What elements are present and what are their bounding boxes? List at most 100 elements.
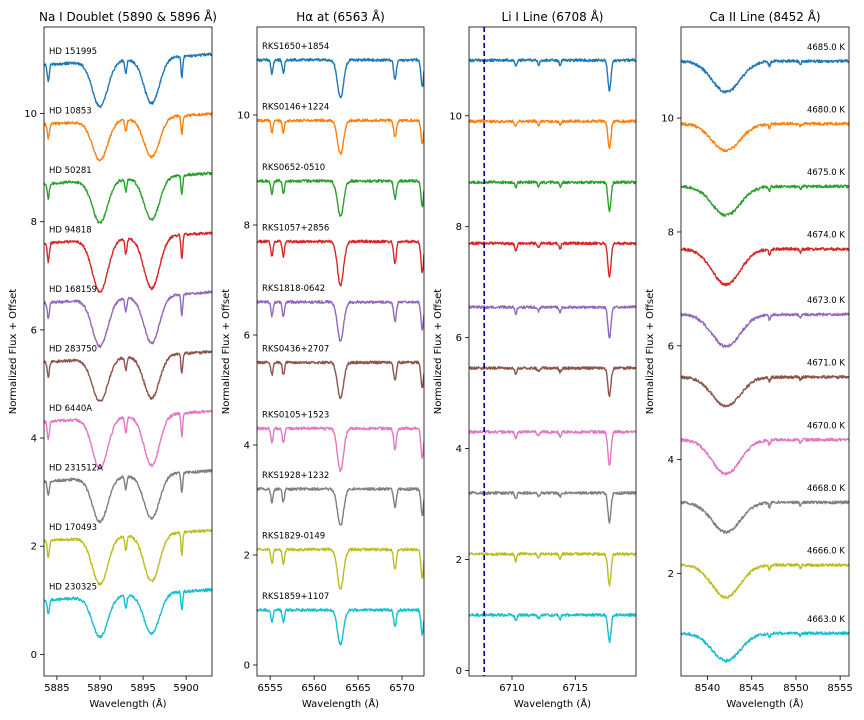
spectrum-line (44, 290, 212, 348)
y-axis-label: Normalized Flux + Offset (433, 289, 444, 415)
spectrum-line (257, 360, 424, 400)
spectrum-line (44, 528, 212, 586)
y-tick-label: 2 (31, 542, 37, 553)
spectrum-line (681, 437, 849, 476)
spectrum-line (257, 299, 424, 342)
y-axis-label: Normalized Flux + Offset (221, 289, 232, 415)
panel-h-alpha: Hα at (6563 Å) RKS1650+1854 RKS0146+1224 R… (221, 9, 425, 710)
series-label: 4671.0 K (807, 359, 845, 369)
y-tick-label: 8 (31, 217, 37, 228)
spectrum-line (469, 490, 636, 524)
series-label: RKS1057+2856 (262, 224, 329, 234)
spectrum-line (469, 119, 636, 150)
series-label: 4685.0 K (807, 43, 845, 53)
y-tick-label: 4 (31, 434, 37, 445)
x-tick-label: 5890 (87, 683, 112, 694)
spectrum-line (681, 184, 849, 217)
y-tick-label: 8 (668, 227, 674, 238)
series-label: HD 170493 (49, 523, 97, 533)
panel-li-line: Li I Line (6708 Å) 6710 6715 0 2 4 6 8 10 Wavele… (433, 9, 637, 710)
series-label: RKS1650+1854 (262, 42, 329, 52)
y-axis-label: Normalized Flux + Offset (8, 289, 19, 415)
spectrum-line (469, 551, 636, 587)
spectrum-line (44, 111, 212, 162)
spectrum-line (469, 612, 636, 644)
y-tick-label: 10 (661, 114, 674, 125)
plot-frame (468, 26, 637, 677)
x-tick-label: 6710 (499, 683, 524, 694)
series-label: 4670.0 K (807, 421, 845, 431)
spectrum-line (681, 500, 849, 534)
panel-na-doublet: Na I Doublet (5890 & 5896 Å) HD 151995 HD… (8, 9, 217, 710)
spectrum-line (257, 547, 424, 590)
spectrum-line (44, 171, 212, 224)
spectrum-line (44, 468, 212, 524)
spectrum-line (469, 58, 636, 92)
spectrum-line (44, 231, 212, 293)
panel-ca-line: Ca II Line (8452 Å) 4685.0 K 4680.0 K 4675… (645, 9, 853, 710)
series-label: 4663.0 K (807, 615, 845, 625)
y-tick-label: 6 (31, 325, 37, 336)
y-tick-label: 8 (244, 221, 250, 232)
spectrum-line (257, 239, 424, 287)
series-label: HD 230325 (49, 582, 97, 592)
spectrum-line (257, 486, 424, 526)
spectrum-line (469, 429, 636, 466)
y-tick-label: 6 (456, 333, 462, 344)
y-tick-label: 4 (244, 441, 250, 452)
panel-title: Na I Doublet (5890 & 5896 Å) (39, 9, 217, 24)
series-label: 4668.0 K (807, 484, 845, 494)
series-label: RKS0652-0510 (262, 163, 325, 173)
plot-area (469, 58, 636, 644)
plot-area (681, 59, 849, 663)
y-tick-label: 10 (449, 111, 462, 122)
spectrum-line (469, 305, 636, 339)
series-label: 4666.0 K (807, 547, 845, 557)
panel-title: Ca II Line (8452 Å) (709, 9, 820, 24)
plot-frame (43, 26, 213, 677)
spectrum-line (257, 607, 424, 646)
y-tick-label: 10 (24, 109, 37, 120)
series-label: RKS1829-0149 (262, 532, 325, 542)
x-axis-label: Wavelength (Å) (89, 697, 166, 710)
plot-area (257, 57, 424, 646)
x-tick-label: 8540 (695, 683, 720, 694)
x-tick-label: 6560 (301, 683, 326, 694)
spectrum-line (469, 241, 636, 278)
plot-area (44, 52, 212, 639)
series-label: 4674.0 K (807, 231, 845, 241)
series-label: RKS1928+1232 (262, 471, 329, 481)
x-tick-label: 6715 (563, 683, 588, 694)
series-label: RKS0105+1523 (262, 411, 329, 421)
series-label: 4673.0 K (807, 296, 845, 306)
spectrum-line (257, 426, 424, 472)
spectrum-line (44, 52, 212, 109)
spectrum-line (44, 588, 212, 639)
x-tick-label: 6565 (345, 683, 370, 694)
series-label: 4675.0 K (807, 168, 845, 178)
spectrum-line (681, 59, 849, 94)
spectrum-line (257, 118, 424, 156)
series-label: HD 94818 (49, 226, 92, 236)
y-tick-label: 4 (668, 455, 674, 466)
x-tick-label: 5885 (44, 683, 69, 694)
panel-title: Li I Line (6708 Å) (502, 9, 604, 24)
spectrum-line (469, 366, 636, 398)
y-tick-label: 2 (244, 551, 250, 562)
y-tick-label: 0 (244, 661, 250, 672)
y-tick-label: 4 (456, 444, 462, 455)
spectrum-line (257, 178, 424, 217)
spectrum-line (44, 409, 212, 470)
x-tick-label: 8545 (739, 683, 764, 694)
series-label: HD 6440A (49, 404, 92, 414)
series-label: HD 151995 (49, 47, 97, 57)
series-label: HD 283750 (49, 345, 97, 355)
x-tick-label: 8550 (783, 683, 808, 694)
panel-title: Hα at (6563 Å) (296, 9, 385, 24)
series-label: RKS0436+2707 (262, 345, 329, 355)
spectrum-line (681, 375, 849, 408)
y-axis-label: Normalized Flux + Offset (645, 289, 656, 415)
series-label: HD 10853 (49, 107, 92, 117)
spectrum-line (257, 57, 424, 99)
